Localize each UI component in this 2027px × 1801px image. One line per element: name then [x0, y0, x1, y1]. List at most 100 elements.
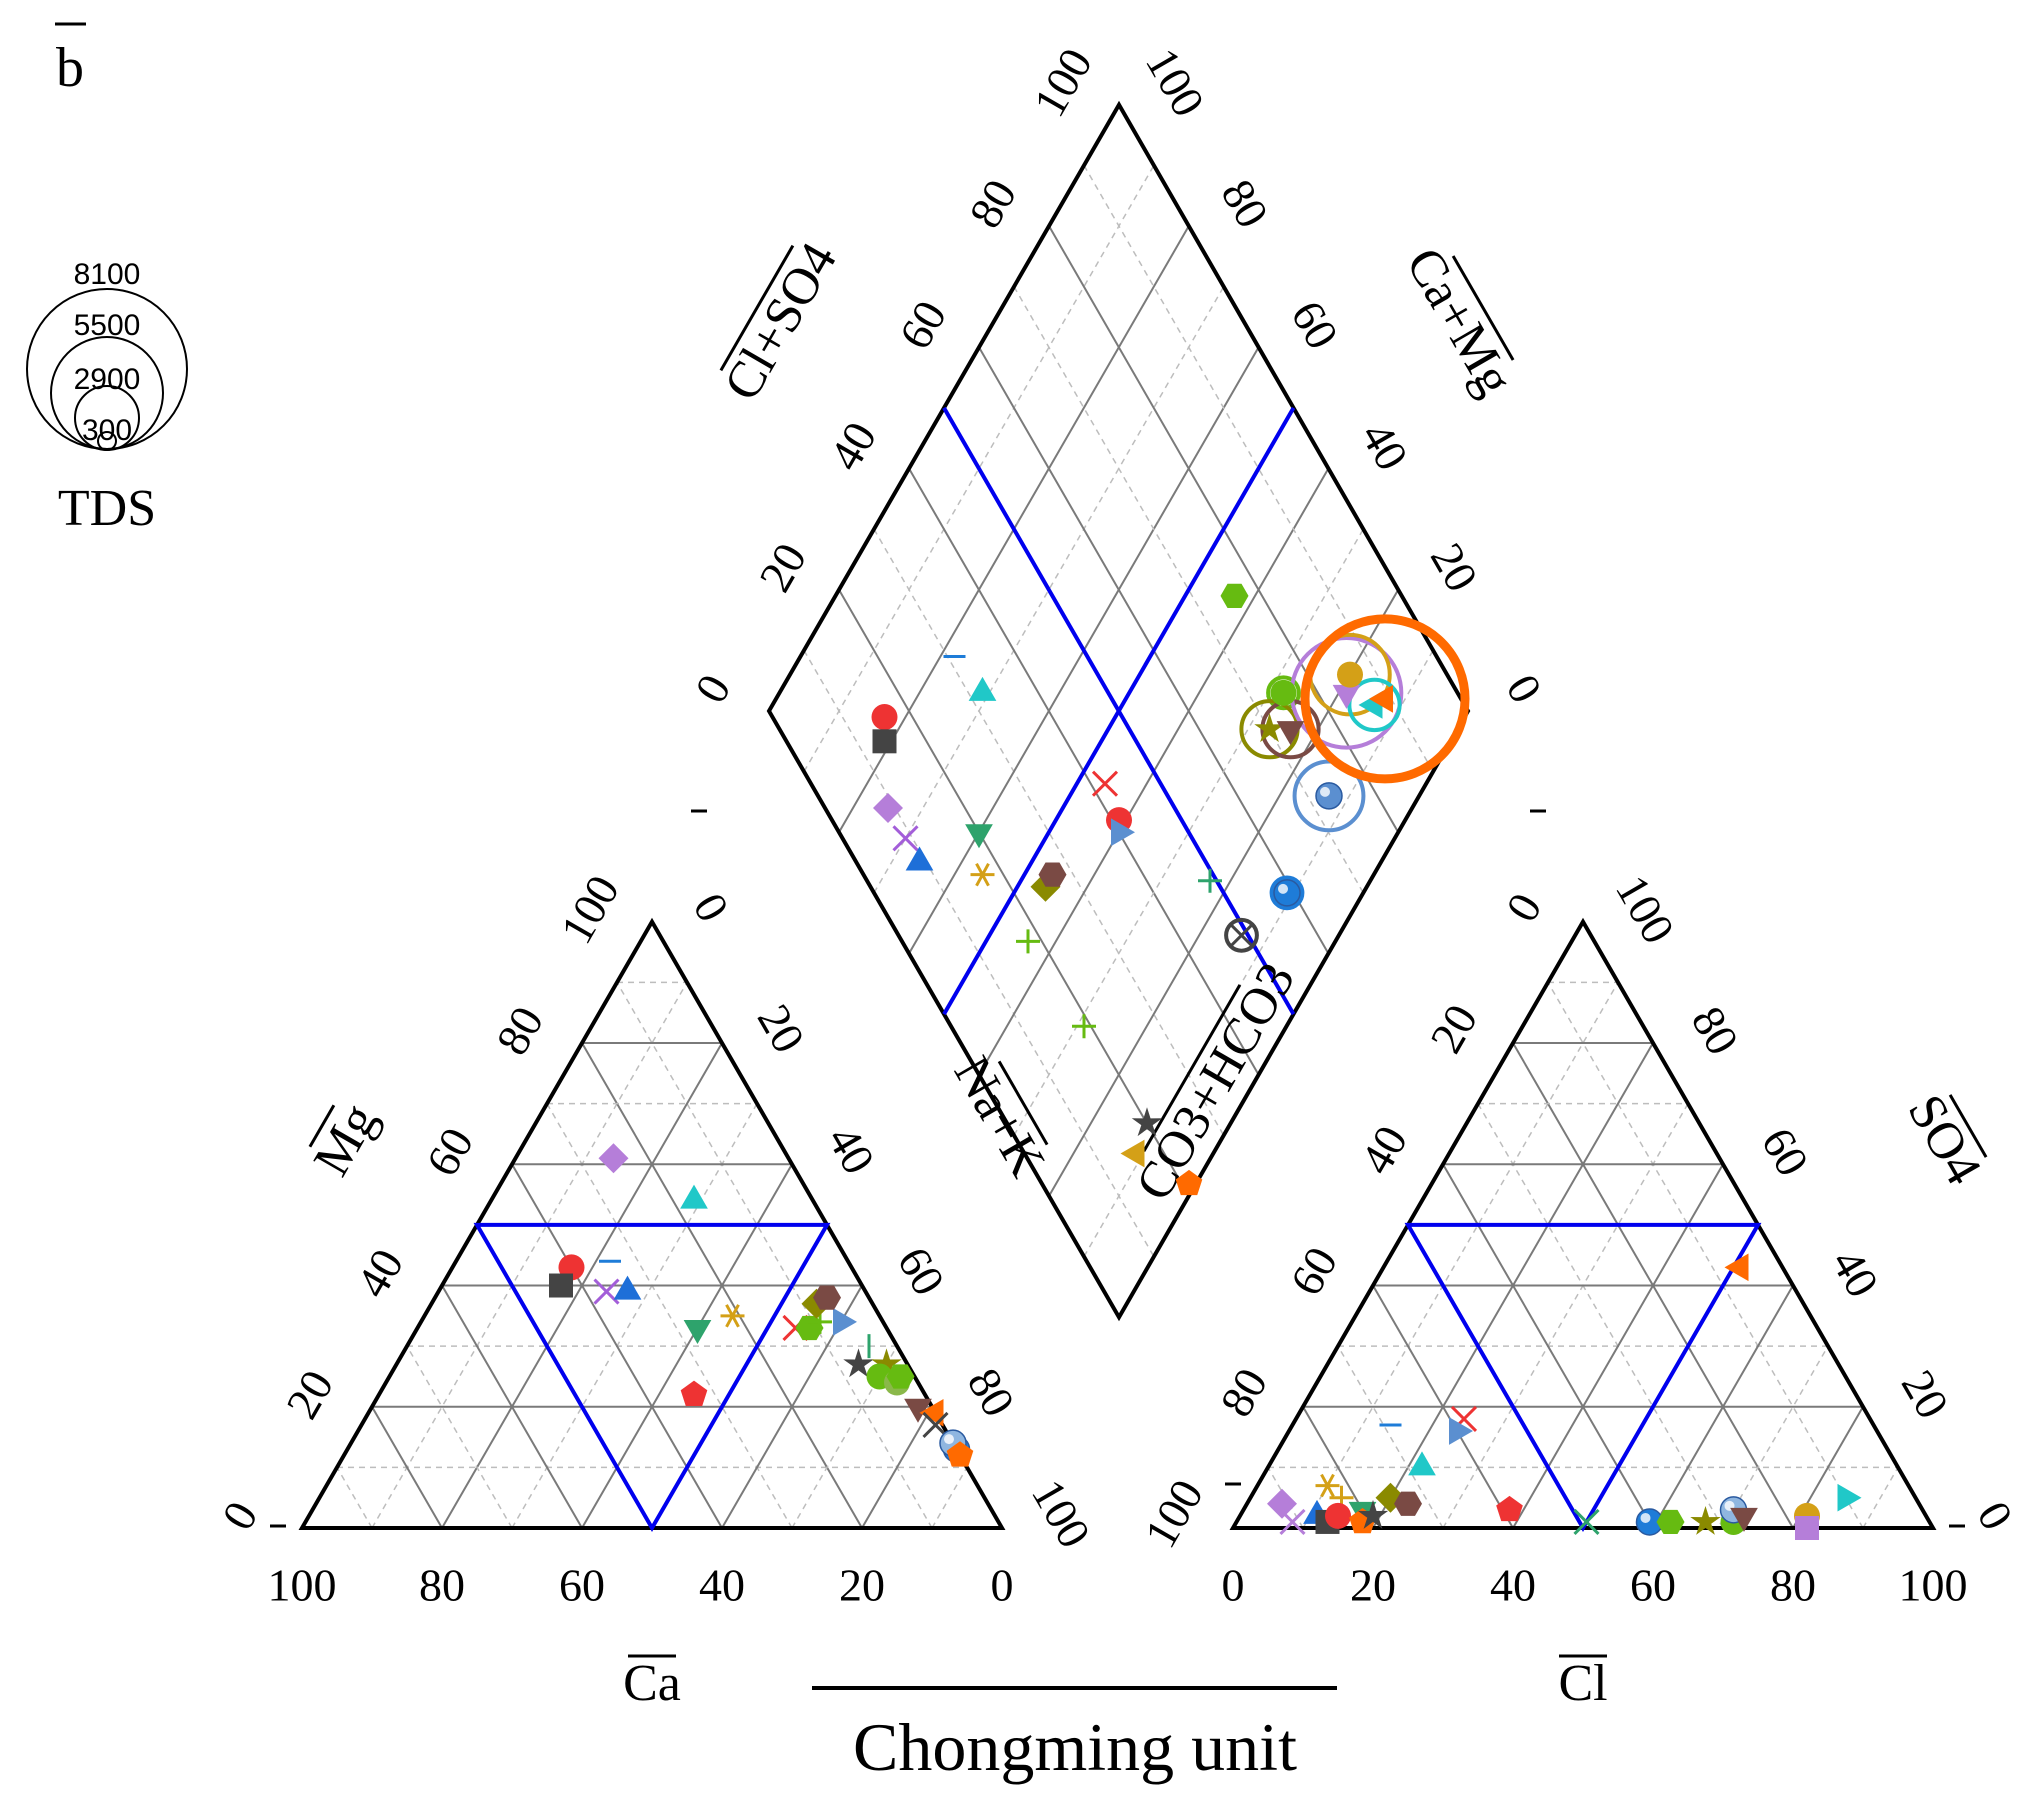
diamond-point [905, 846, 934, 871]
data-points [549, 583, 1862, 1540]
diamond-point [1228, 922, 1255, 949]
anion-left-tick: 80 [1210, 1360, 1277, 1425]
anion-triangle-grid-line [1862, 1467, 1899, 1529]
anion-point [1315, 1473, 1340, 1498]
tds-bubble [1347, 677, 1402, 733]
cation-point [871, 1348, 902, 1378]
anion-left-tick: 20 [1420, 996, 1487, 1061]
anion-bottom-tick: 20 [1350, 1560, 1396, 1611]
axis-title-so4: SO4 [1896, 1085, 1992, 1194]
cation-left-tick: 80 [486, 998, 553, 1063]
anion-point [1730, 1507, 1758, 1532]
anion-triangle-grid-line [1477, 1103, 1724, 1529]
diamond-point [1337, 661, 1363, 688]
cation-point [593, 1278, 620, 1305]
axis-title-mg-text: Mg [303, 1094, 388, 1185]
cation-left-tick: 0 [212, 1493, 268, 1538]
anion-right-tick: 80 [1682, 998, 1749, 1063]
diamond-point [1111, 818, 1135, 847]
diamond-upper-right-tick: 60 [1281, 292, 1348, 357]
anion-bottom-tick: 100 [1899, 1560, 1968, 1611]
diamond-upper-right-tick: 20 [1421, 535, 1488, 600]
axis-title-clso4: Cl+SO4 [713, 233, 848, 410]
diamond-point [1120, 1139, 1145, 1168]
axis-title-hco3-text: CO3+HCO3 [1125, 953, 1306, 1210]
cation-point [904, 1398, 932, 1423]
anion-point [1325, 1502, 1351, 1529]
anion-point [1837, 1483, 1862, 1512]
diamond-grid-line [803, 650, 1155, 1257]
tds-bubble [1269, 875, 1305, 911]
anion-subdivision [1404, 1222, 1762, 1532]
cation-right-tick: 20 [748, 996, 815, 1061]
chart-title: Chongming unit [853, 1709, 1297, 1785]
cation-bottom-tick: 100 [268, 1560, 337, 1611]
anion-bottom-tick: 40 [1490, 1560, 1536, 1611]
diamond-point [1175, 1169, 1203, 1196]
cation-point [720, 1304, 745, 1328]
anion-right-tick: 100 [1606, 867, 1685, 952]
diamond-point [1072, 1014, 1096, 1039]
cation-left-tick: 40 [346, 1240, 413, 1305]
anion-bottom-tick: 0 [1222, 1560, 1245, 1611]
cation-triangle-grid-line [511, 1103, 758, 1529]
anion-triangle-grid-line [1302, 982, 1619, 1529]
axis-title-clso4-text: Cl+SO4 [713, 233, 848, 410]
axis-title-camg: Ca+Mg [1395, 239, 1524, 405]
cation-bottom-tick: 60 [559, 1560, 605, 1611]
diamond-upper-right-tick: 80 [1211, 171, 1278, 236]
anion-point [1279, 1508, 1306, 1535]
diamond-point [968, 676, 997, 701]
cation-right-tick: 40 [818, 1117, 885, 1182]
cation-subdivision [473, 1222, 831, 1532]
anion-left-tick: 100 [1134, 1471, 1213, 1556]
anion-point [1724, 1253, 1749, 1282]
anion-left-tick: 0 [1496, 885, 1552, 930]
tds-bubble [1266, 675, 1301, 711]
anion-point [1408, 1451, 1436, 1476]
cation-triangle-grid-line [931, 1467, 968, 1529]
anion-point [1496, 1495, 1523, 1522]
diamond-point [872, 729, 897, 754]
diamond-subdivision [942, 406, 1296, 1016]
diamond-point [873, 792, 903, 823]
axis-title-mg-overline [308, 1104, 336, 1148]
cation-bottom-tick: 40 [699, 1560, 745, 1611]
cation-point [598, 1143, 629, 1174]
axis-title-mg: Mg [303, 1094, 388, 1185]
cation-triangle-grid-line [791, 1345, 898, 1529]
tds-bubble [1300, 614, 1470, 784]
diamond-point [1220, 583, 1249, 608]
cation-point [813, 1285, 841, 1310]
diamond-point [1369, 685, 1393, 713]
axis-title-nak: Na+K [943, 1047, 1056, 1186]
anion-right-tick: 0 [1967, 1493, 2023, 1538]
diamond-grid-line [873, 528, 1225, 1136]
cation-point [680, 1184, 708, 1209]
cation-left-tick: 20 [276, 1362, 343, 1427]
diamond-point [1016, 929, 1040, 954]
axis-title-cl: Cl [1558, 1654, 1608, 1712]
anion-left-tick: 40 [1350, 1117, 1417, 1182]
panel-label: b [56, 37, 84, 99]
diamond-point [965, 824, 993, 849]
cation-point [843, 1348, 874, 1378]
cation-triangle-grid-line [441, 1285, 583, 1529]
diamond-upper-left-tick: 80 [959, 171, 1026, 236]
axis-title-so4-overline [1948, 1094, 1988, 1158]
axis-title-ca: Ca [623, 1654, 681, 1712]
cation-point [922, 1411, 949, 1439]
anion-right-tick: 20 [1892, 1362, 1959, 1427]
cation-bottom-tick: 20 [839, 1560, 885, 1611]
diamond-upper-right-tick: 0 [1496, 666, 1552, 711]
axis-title-nak-overline [997, 1060, 1049, 1146]
cation-triangle-grid-line [371, 982, 688, 1529]
cation-point [613, 1275, 642, 1300]
anion-triangle-grid-line [1722, 1345, 1829, 1529]
anion-bottom-tick: 60 [1630, 1560, 1676, 1611]
axis-title-hco3-overline [1142, 984, 1242, 1152]
anion-point [1394, 1491, 1422, 1516]
axis-title-ca-text: Ca [623, 1655, 681, 1712]
anion-point [1573, 1508, 1600, 1535]
